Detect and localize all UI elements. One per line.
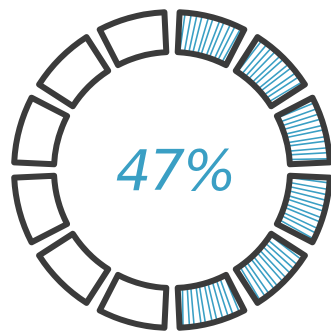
segment-outline <box>174 271 248 331</box>
ring-segment-filled <box>273 94 331 168</box>
hatch-stroke <box>290 190 325 201</box>
hatch-stroke <box>247 263 269 293</box>
hatch-stroke <box>280 220 313 239</box>
hatch-stroke <box>249 52 275 79</box>
hatch-stroke <box>186 289 191 325</box>
ring-segment-empty <box>11 172 71 246</box>
ring-segment-filled <box>232 230 308 306</box>
hatch-stroke <box>240 268 260 300</box>
hatch-stroke <box>212 283 223 318</box>
hatch-stroke <box>283 113 318 126</box>
hatch-stroke <box>260 250 286 278</box>
hatch-stroke <box>184 15 192 51</box>
hatch-stroke <box>209 22 225 57</box>
hatch-stroke <box>289 195 324 207</box>
hatch-stroke <box>286 125 322 135</box>
progress-percent-label: 47% <box>115 139 236 204</box>
hatch-stroke <box>288 136 325 144</box>
hatch-stroke <box>265 73 295 95</box>
ring-segment-empty <box>36 230 112 306</box>
segment-outline <box>36 34 112 110</box>
hatch-stroke <box>257 253 283 281</box>
hatch-stroke <box>284 118 320 130</box>
segment-outline <box>96 9 170 69</box>
ring-segment-filled <box>232 34 308 110</box>
hatch-stroke <box>181 289 184 326</box>
hatch-stroke <box>216 281 229 316</box>
hatch-stroke <box>188 16 198 52</box>
hatch-stroke <box>282 215 315 233</box>
hatch-stroke <box>270 82 302 102</box>
hatch-stroke <box>254 257 278 286</box>
segment-outline <box>11 94 71 168</box>
hatch-stroke <box>192 17 203 52</box>
hatch-stroke <box>285 207 320 223</box>
hatch-stroke <box>246 48 271 76</box>
segment-outline <box>36 230 112 306</box>
hatch-stroke <box>267 77 298 98</box>
hatch-stroke <box>259 64 288 88</box>
ring-segment-filled <box>174 271 248 331</box>
segment-outline <box>96 271 170 331</box>
hatch-stroke <box>218 27 235 60</box>
hatch-stroke <box>289 140 326 147</box>
hatch-stroke <box>287 129 323 138</box>
hatch-stroke <box>268 240 297 265</box>
hatch-stroke <box>206 21 220 56</box>
ring-segment-filled <box>273 172 331 246</box>
hatch-stroke <box>255 59 283 85</box>
hatch-stroke <box>244 265 265 296</box>
hatch-stroke <box>222 29 241 62</box>
segment-outline <box>273 172 331 246</box>
ring-segment-empty <box>11 94 71 168</box>
hatch-stroke <box>198 286 206 323</box>
hatch-stroke <box>214 25 231 58</box>
segment-outline <box>232 230 308 306</box>
hatch-stroke <box>251 259 274 289</box>
ring-segment-empty <box>96 271 170 331</box>
hatch-stroke <box>284 212 317 229</box>
hatch-stroke <box>190 288 195 325</box>
hatch-stroke <box>290 186 326 196</box>
hatch-stroke <box>220 279 234 314</box>
hatch-stroke <box>291 182 327 190</box>
hatch-stroke <box>263 247 290 273</box>
hatch-stroke <box>290 147 327 152</box>
hatch-stroke <box>204 285 213 321</box>
segment-outline <box>273 94 331 168</box>
hatch-stroke <box>207 284 218 320</box>
hatch-stroke <box>242 45 267 74</box>
segment-outline <box>232 34 308 110</box>
ring-segment-empty <box>36 34 112 110</box>
segment-outline <box>174 9 248 69</box>
hatch-stroke <box>286 204 321 218</box>
hatch-stroke <box>261 68 291 91</box>
ring-segment-empty <box>96 9 170 69</box>
hatch-stroke <box>195 287 202 324</box>
ring-segment-filled <box>174 9 248 69</box>
hatch-stroke <box>266 243 294 269</box>
hatch-stroke <box>281 108 316 122</box>
segment-outline <box>11 172 71 246</box>
hatch-stroke <box>253 56 280 82</box>
hatch-stroke <box>291 152 327 156</box>
hatch-stroke <box>288 199 323 212</box>
hatch-stroke <box>291 158 328 161</box>
hatch-stroke <box>197 18 209 53</box>
hatch-stroke <box>200 19 214 54</box>
